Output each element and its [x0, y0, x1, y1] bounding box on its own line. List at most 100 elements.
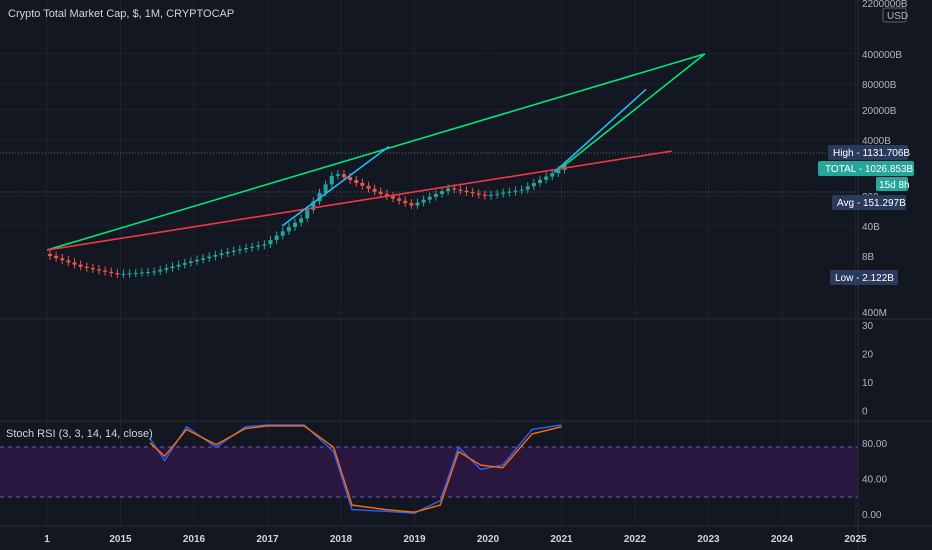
stoch-axis-label: 80.00	[862, 439, 887, 450]
stoch-line-k	[149, 424, 562, 514]
low-tag-text: Low - 2.122B	[835, 273, 894, 284]
time-axis-label: 2016	[183, 534, 206, 545]
stoch-rsi-title: Stoch RSI (3, 3, 14, 14, close)	[6, 428, 153, 440]
candle-body	[342, 174, 346, 178]
trendline[interactable]	[46, 53, 706, 251]
candle-body	[495, 193, 500, 195]
candle-body	[384, 193, 389, 197]
time-axis-label: 2019	[403, 534, 426, 545]
candle-body	[452, 188, 457, 190]
trendline[interactable]	[553, 88, 647, 174]
high-tag-text: High - 1131.706B	[833, 148, 910, 159]
volume-axis-label: 20	[862, 350, 874, 361]
candle-body	[139, 272, 144, 274]
candle-body	[84, 266, 89, 269]
total-tag-text: TOTAL - 1026.853B	[825, 164, 914, 175]
time-axis-label: 2017	[256, 534, 279, 545]
candle-body	[48, 253, 52, 256]
candle-body	[525, 186, 530, 190]
candle-body	[501, 192, 506, 194]
candle-body	[299, 218, 304, 223]
candle-body	[109, 271, 114, 274]
candle-body	[427, 196, 432, 200]
candle-body	[72, 262, 77, 265]
candle-body	[476, 193, 481, 195]
time-axis-label: 2025	[844, 534, 867, 545]
candle-body	[507, 191, 512, 193]
candle-body	[446, 188, 451, 192]
candle-body	[421, 199, 426, 203]
candle-body	[329, 175, 334, 185]
time-axis-label: 2021	[550, 534, 573, 545]
candle-body	[354, 180, 359, 183]
time-axis-label: 1	[44, 534, 50, 545]
candle-body	[286, 227, 291, 232]
price-axis-label: 8B	[862, 252, 875, 263]
candle-body	[556, 169, 561, 174]
volume-axis-labels: 30 20 10 0	[862, 321, 874, 418]
candle-body	[170, 266, 175, 269]
price-axis-top-label: 2200000B	[862, 0, 908, 10]
candle-body	[60, 258, 65, 261]
candle-body	[513, 190, 518, 192]
candle-body	[188, 261, 193, 264]
candle-body	[348, 177, 353, 181]
currency-label[interactable]: USD	[887, 11, 908, 22]
candle-body	[550, 173, 555, 177]
stoch-axis-labels: 80.00 40.00 0.00	[862, 439, 887, 521]
candle-body	[366, 185, 371, 189]
candle-body	[158, 269, 163, 272]
candle-body	[372, 188, 377, 192]
countdown-tag-text: 15d 8h	[879, 180, 910, 191]
candle-body	[244, 248, 248, 250]
candle-body	[305, 209, 310, 219]
stoch-line-d	[149, 425, 562, 513]
candle-body	[470, 192, 475, 194]
candle-body	[544, 176, 549, 180]
price-axis-label: 80000B	[862, 80, 897, 91]
candle-body	[335, 174, 340, 176]
candle-body	[195, 259, 199, 262]
volume-axis-label: 0	[862, 407, 868, 418]
trendlines	[46, 53, 706, 251]
grid-layer	[0, 0, 858, 526]
time-axis-labels: 1 2015 2016 2017 2018 2019 2020 2021 2022 2023 202…	[44, 534, 867, 545]
time-axis-label: 2022	[624, 534, 647, 545]
currency-badge[interactable]	[882, 7, 907, 23]
candle-body	[78, 264, 83, 267]
volume-axis-label: 10	[862, 378, 874, 389]
candle-body	[458, 189, 463, 191]
candle-body	[433, 194, 438, 197]
candle-body	[440, 191, 444, 195]
candle-body	[250, 246, 255, 249]
trendline[interactable]	[281, 145, 390, 227]
candle-body	[317, 192, 322, 202]
candle-body	[531, 183, 536, 187]
trendline[interactable]	[46, 150, 672, 251]
trendline[interactable]	[561, 53, 706, 169]
candle-body	[256, 245, 261, 247]
candle-body	[482, 194, 487, 196]
stoch-rsi-lines	[149, 424, 562, 514]
candle-body	[403, 200, 408, 204]
stoch-overbought-band	[0, 447, 858, 497]
time-axis-label: 2018	[330, 534, 353, 545]
countdown-tag: 15d 8h	[876, 177, 910, 191]
avg-tag: Avg - 151.297B	[832, 195, 906, 210]
time-axis-label: 2023	[697, 534, 720, 545]
candle-body	[489, 194, 493, 196]
candle-body	[378, 191, 383, 194]
low-tag: Low - 2.122B	[830, 270, 898, 285]
candle-body	[519, 189, 524, 191]
candle-body	[409, 203, 414, 206]
candle-body	[237, 249, 242, 251]
candle-body	[415, 202, 420, 206]
candle-body	[280, 231, 285, 236]
candle-body	[391, 196, 395, 199]
candle-body	[182, 263, 187, 265]
candle-body	[464, 190, 469, 193]
candle-body	[152, 271, 157, 273]
total-tag: TOTAL - 1026.853B	[818, 161, 914, 176]
candle-body	[293, 222, 297, 228]
